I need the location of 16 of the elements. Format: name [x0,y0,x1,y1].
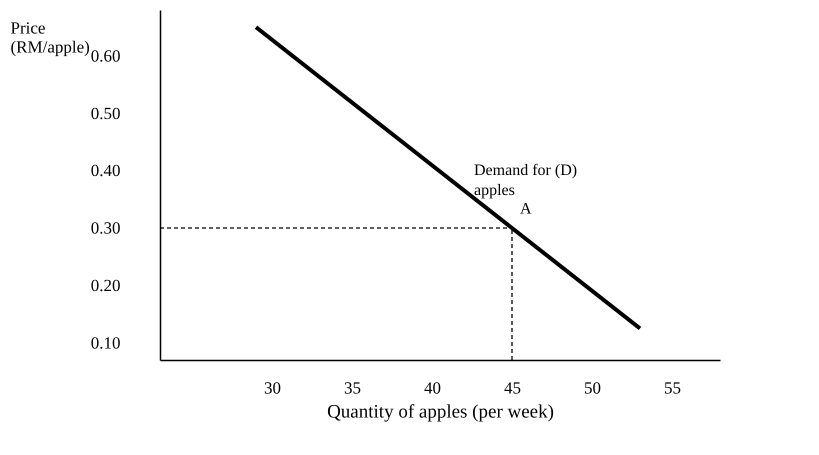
annotation: Demand for (D) apples [474,162,578,199]
y-tick-label: 0.20 [90,276,120,295]
y-tick-label: 0.30 [90,218,120,238]
y-tick-label: 0.40 [90,161,120,180]
x-tick-label: 40 [424,378,441,398]
y-tick-label: 0.60 [90,46,120,66]
x-tick-label: 30 [264,378,281,398]
y-axis-title: Price (RM/apple) [10,18,90,56]
x-axis-title: Quantity of apples (per week) [327,402,554,422]
x-tick-label: 55 [664,378,681,398]
x-tick-label: 45 [504,378,521,398]
x-tick-label: 35 [344,378,361,398]
y-tick-label: 0.50 [90,104,120,123]
annotation: A [520,200,532,218]
x-tick-label: 50 [584,378,601,398]
y-tick-label: 0.10 [90,333,120,352]
